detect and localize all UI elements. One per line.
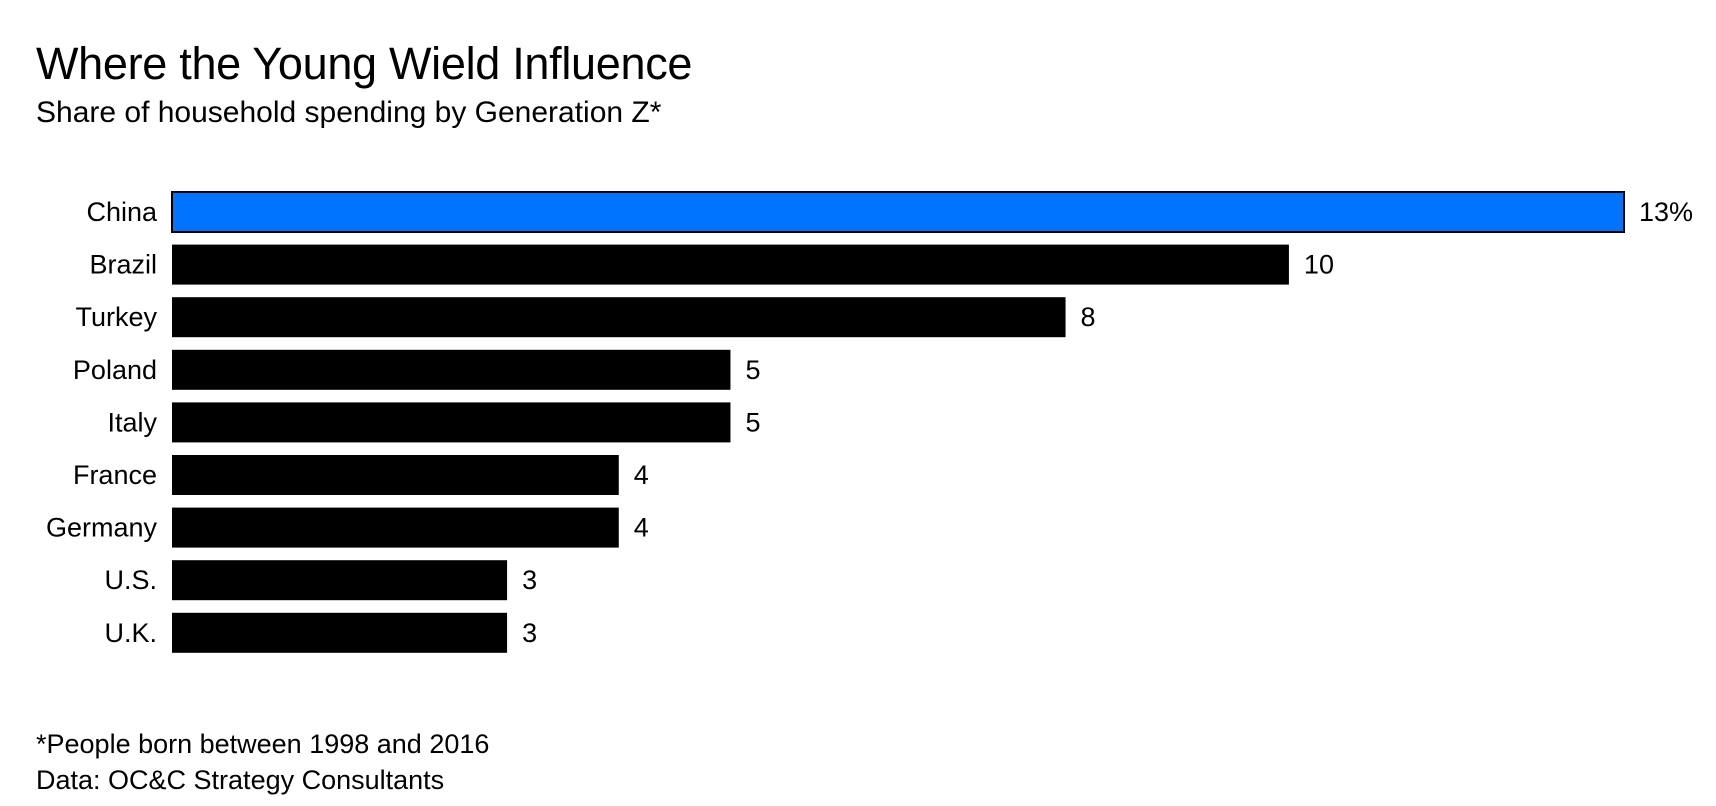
category-label-turkey: Turkey [75, 302, 157, 332]
value-label-germany: 4 [634, 513, 649, 543]
bar-brazil [172, 244, 1289, 285]
category-label-germany: Germany [46, 513, 158, 543]
bar-china [171, 191, 1625, 233]
footnotes: *People born between 1998 and 2016 Data:… [36, 726, 489, 798]
bar-turkey [172, 297, 1066, 338]
category-label-u-k: U.K. [104, 618, 157, 648]
category-label-china: China [86, 197, 158, 227]
chart-title: Where the Young Wield Influence [36, 38, 693, 89]
value-label-u-s: 3 [522, 565, 537, 595]
category-label-brazil: Brazil [89, 250, 157, 280]
value-label-italy: 5 [745, 407, 760, 437]
chart-subtitle: Share of household spending by Generatio… [36, 96, 662, 129]
value-label-brazil: 10 [1304, 250, 1334, 280]
category-label-poland: Poland [73, 355, 157, 385]
bar-germany [172, 507, 619, 548]
category-label-u-s: U.S. [104, 565, 157, 595]
footnote-text: *People born between 1998 and 2016 [36, 729, 490, 759]
value-label-france: 4 [634, 460, 649, 490]
category-label-italy: Italy [107, 407, 157, 437]
bar-u-s [172, 560, 508, 601]
bar-u-k [172, 612, 508, 653]
value-label-poland: 5 [745, 355, 760, 385]
value-label-china: 13% [1639, 197, 1693, 227]
category-label-france: France [73, 460, 157, 490]
bar-poland [172, 349, 731, 390]
value-label-u-k: 3 [522, 618, 537, 648]
value-label-turkey: 8 [1081, 302, 1096, 332]
source-text: Data: OC&C Strategy Consultants [36, 765, 445, 795]
bar-france [172, 455, 619, 495]
bar-italy [172, 402, 731, 443]
